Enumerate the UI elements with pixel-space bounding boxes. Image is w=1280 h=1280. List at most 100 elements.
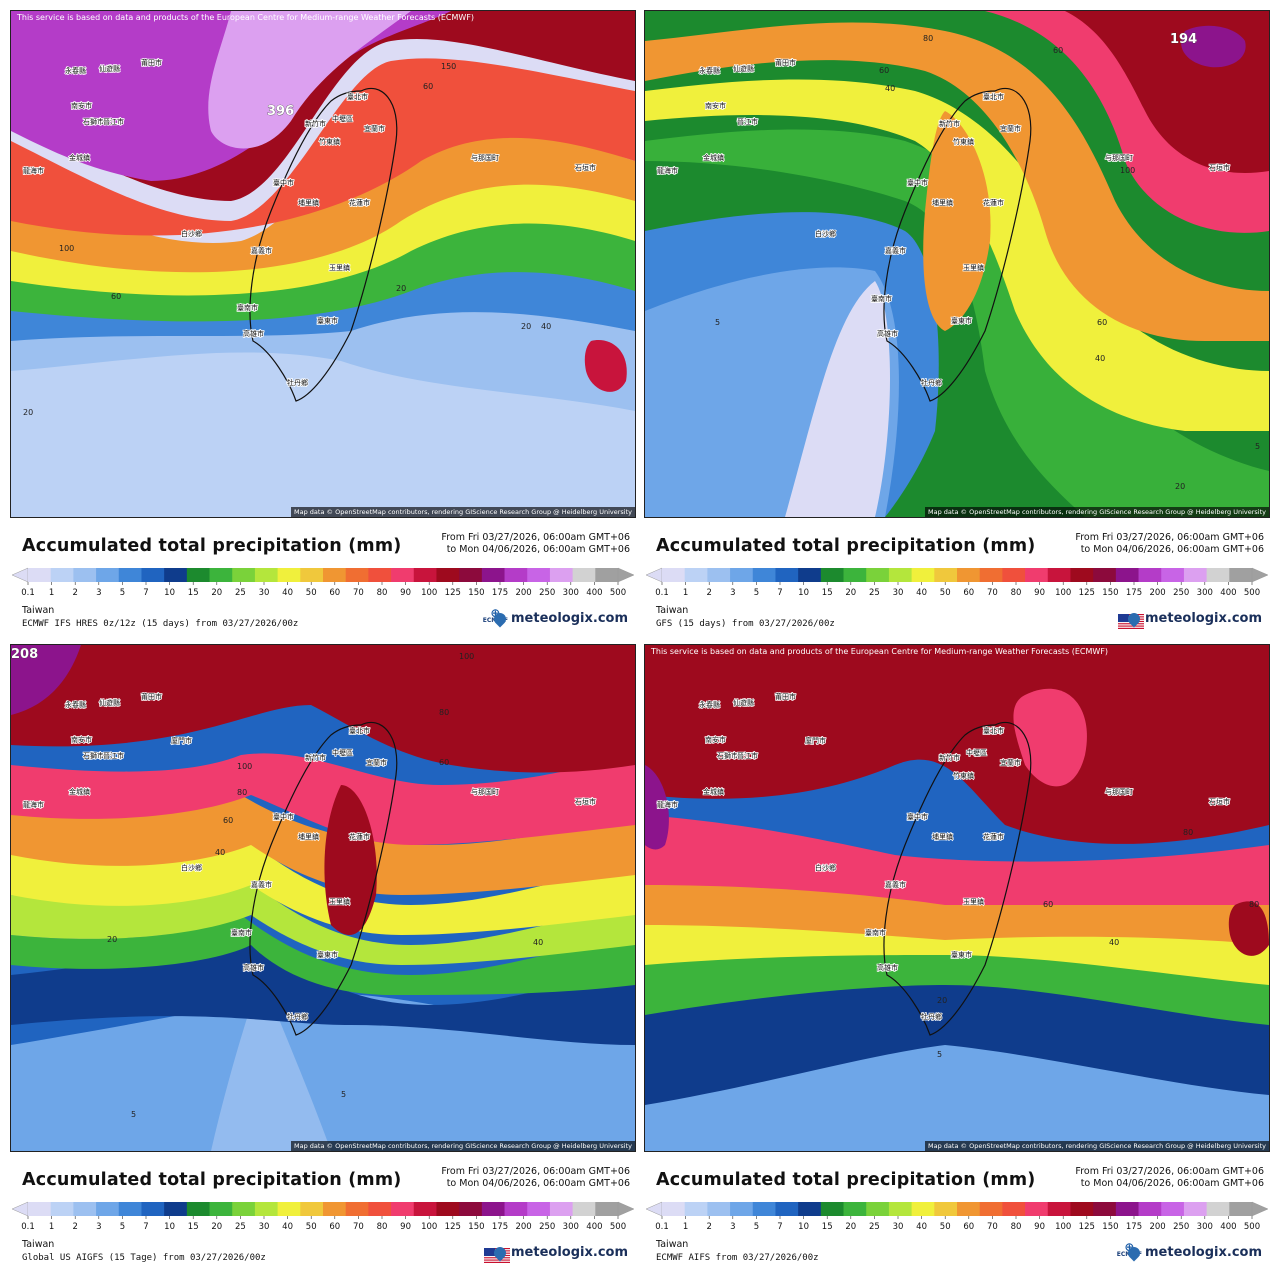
- map-credit: Map data © OpenStreetMap contributors, r…: [925, 507, 1269, 517]
- legend-tick-label: 80: [377, 588, 388, 598]
- legend-swatch: [141, 568, 165, 582]
- legend-swatch: [1138, 1202, 1162, 1216]
- droplet-icon: [491, 1244, 509, 1261]
- legend-swatch: [1206, 568, 1230, 582]
- legend-tick-label: 0.1: [21, 1222, 35, 1232]
- legend-tick-label: 125: [445, 1222, 461, 1232]
- city-label: 金城鎮: [703, 787, 724, 796]
- region-label: Taiwan: [656, 1239, 689, 1250]
- legend-tick-label: 60: [963, 1222, 974, 1232]
- legend-swatch: [549, 568, 574, 582]
- legend-tick-label: 25: [235, 1222, 246, 1232]
- meteologix-logo[interactable]: meteologix.com: [491, 610, 628, 627]
- contour-label: 20: [937, 996, 947, 1005]
- legend-swatch: [1070, 568, 1094, 582]
- city-label: 臺北市: [347, 92, 368, 101]
- legend-tick-label: 400: [1220, 1222, 1236, 1232]
- legend-swatch: [775, 1202, 799, 1216]
- city-label: 金城鎮: [69, 153, 90, 162]
- city-labels: 臺北市 新竹市 中壢區 宜蘭市 臺中市 埔里鎮 花蓮市 嘉義市 玉里鎮 臺南市 …: [22, 691, 597, 1022]
- legend-swatch: [934, 568, 958, 582]
- legend-tick-label: 5: [754, 588, 759, 598]
- meteologix-logo[interactable]: meteologix.com: [1125, 610, 1262, 627]
- city-label: 玉里鎮: [329, 897, 350, 906]
- legend-tick-label: 250: [539, 588, 555, 598]
- model-info: GFS (15 days) from 03/27/2026/00z: [656, 619, 835, 629]
- legend-tick-label: 50: [306, 588, 317, 598]
- legend-tick-label: 100: [421, 1222, 437, 1232]
- legend-tick-label: 0.1: [655, 1222, 669, 1232]
- city-label: 臺中市: [907, 178, 928, 187]
- contour-label: 40: [1109, 938, 1119, 947]
- legend-swatch: [752, 568, 776, 582]
- city-label: 嘉義市: [251, 880, 272, 889]
- droplet-icon: [491, 610, 509, 627]
- color-scale-legend: 0.1 1 2 3 5 7 10 15 20 25 30 40 50 60 70 80 90 100 125 150 1…: [644, 1194, 1270, 1234]
- legend-tick-label: 500: [1244, 1222, 1260, 1232]
- city-label: 白沙鄉: [815, 229, 836, 238]
- legend-tick-label: 175: [492, 1222, 508, 1232]
- legend-tick-label: 300: [563, 588, 579, 598]
- legend-tick-label: 7: [777, 1222, 782, 1232]
- city-label: 牡丹鄉: [287, 378, 308, 387]
- legend-tick-label: 70: [353, 588, 364, 598]
- legend-tick-label: 0.1: [21, 588, 35, 598]
- legend-tick-label: 0.1: [655, 588, 669, 598]
- contour-label: 80: [439, 708, 449, 717]
- max-value-label: 396: [267, 104, 294, 119]
- region-label: Taiwan: [22, 1239, 55, 1250]
- legend-swatch: [1093, 568, 1117, 582]
- precipitation-map[interactable]: 80 60 40 20 5 80 臺北市 新竹市 中壢區 竹東鎮 宜蘭市 臺中市 埔里鎮 …: [644, 644, 1270, 1152]
- legend-tick-label: 80: [1011, 588, 1022, 598]
- legend-swatch: [1138, 568, 1162, 582]
- city-label: 石獅市: [717, 751, 738, 760]
- legend-tick-label: 150: [1102, 1222, 1118, 1232]
- city-label: 宜蘭市: [364, 124, 385, 133]
- city-label: 仙遊縣: [733, 698, 754, 707]
- legend-tick-label: 125: [445, 588, 461, 598]
- legend-tick-label: 50: [940, 1222, 951, 1232]
- contour-label: 20: [521, 322, 531, 331]
- city-label: 白沙鄉: [815, 863, 836, 872]
- legend-swatch: [50, 1202, 74, 1216]
- legend-tick-label: 3: [730, 1222, 735, 1232]
- precipitation-map[interactable]: 100 80 60 100 80 60 40 20 40 5 5 208 臺北市 新竹市 中壢區 宜…: [10, 644, 636, 1152]
- model-info: ECMWF IFS HRES 0z/12z (15 days) from 03/…: [22, 619, 299, 629]
- legend-swatch: [300, 568, 324, 582]
- legend-swatch: [595, 568, 619, 582]
- legend-arrow-right: [1251, 567, 1269, 583]
- color-scale-legend: 0.1 1 2 3 5 7 10 15 20 25 30 40 50 60 70 80 90 100 125 150 1…: [10, 1194, 636, 1234]
- max-value-label: 208: [11, 647, 38, 662]
- city-label: 臺南市: [231, 928, 252, 937]
- city-label: 玉里鎮: [329, 263, 350, 272]
- legend-tick-label: 7: [143, 588, 148, 598]
- meteologix-logo[interactable]: meteologix.com: [491, 1244, 628, 1261]
- city-labels: 臺北市 新竹市 中壢區 竹東鎮 宜蘭市 臺中市 埔里鎮 花蓮市 嘉義市 玉里鎮 …: [22, 57, 597, 388]
- droplet-icon: [1125, 610, 1143, 627]
- legend-tick-label: 500: [610, 588, 626, 598]
- legend-swatch: [254, 568, 279, 582]
- map-credit: Map data © OpenStreetMap contributors, r…: [291, 1141, 635, 1151]
- legend-swatch: [979, 568, 1003, 582]
- legend-swatch: [911, 1202, 935, 1216]
- precipitation-map[interactable]: 150 60 20 20 40 100 60 20 396 臺北市 新竹市 中壢區 竹東鎮 宜…: [10, 10, 636, 518]
- legend-swatch: [957, 1202, 981, 1216]
- city-label: 与那国町: [1105, 154, 1133, 162]
- legend-swatch: [1047, 568, 1071, 582]
- legend-swatch: [684, 1202, 708, 1216]
- legend-tick-label: 250: [539, 1222, 555, 1232]
- legend-tick-label: 15: [822, 588, 833, 598]
- ecmwf-notice: This service is based on data and produc…: [651, 647, 1109, 656]
- legend-tick-label: 125: [1079, 1222, 1095, 1232]
- contour-label: 80: [1183, 828, 1193, 837]
- city-label: 石垣市: [1209, 163, 1230, 172]
- meteologix-logo[interactable]: meteologix.com: [1125, 1244, 1262, 1261]
- legend-tick-label: 150: [1102, 588, 1118, 598]
- legend-swatch: [345, 1202, 369, 1216]
- city-label: 臺東市: [317, 950, 338, 959]
- precipitation-map[interactable]: 80 60 60 40 100 5 60 40 20 5 194 臺北市 新竹市 竹東鎮 宜蘭市 …: [644, 10, 1270, 518]
- city-label: 高雄市: [877, 963, 898, 972]
- chart-title: Accumulated total precipitation (mm): [22, 1170, 402, 1190]
- legend-tick-label: 250: [1173, 1222, 1189, 1232]
- legend-swatch: [595, 1202, 619, 1216]
